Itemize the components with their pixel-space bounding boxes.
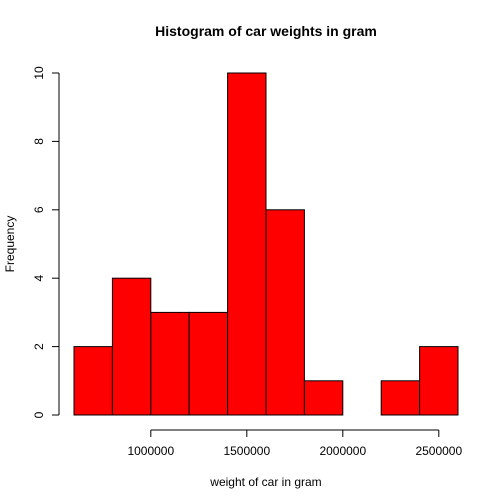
y-axis: 0 2 4 6 8 10 — [32, 66, 60, 418]
histogram-bar — [265, 209, 305, 416]
x-tick-label: 2500000 — [415, 444, 462, 458]
histogram-bar — [380, 380, 421, 416]
y-tick-label: 0 — [32, 411, 46, 418]
x-tick-label: 2000000 — [319, 444, 366, 458]
histogram-bar — [303, 380, 344, 416]
y-tick-label: 2 — [32, 343, 46, 350]
y-tick-label: 8 — [32, 138, 46, 145]
bars-group — [73, 72, 459, 416]
histogram-bar — [188, 311, 229, 416]
y-tick-label: 4 — [32, 275, 46, 282]
y-axis-label: Frequency — [3, 216, 17, 273]
y-tick-label: 10 — [32, 66, 46, 80]
x-axis: 1000000 1500000 2000000 2500000 — [127, 429, 462, 458]
x-axis-label: weight of car in gram — [209, 475, 321, 489]
histogram-bar — [73, 346, 113, 416]
histogram-bar — [111, 277, 152, 416]
histogram-bar — [419, 346, 459, 416]
histogram-bar — [150, 311, 190, 416]
x-tick-label: 1500000 — [223, 444, 270, 458]
histogram-bar — [227, 72, 267, 416]
chart-title: Histogram of car weights in gram — [155, 23, 377, 39]
x-tick-label: 1000000 — [127, 444, 174, 458]
y-tick-label: 6 — [32, 206, 46, 213]
